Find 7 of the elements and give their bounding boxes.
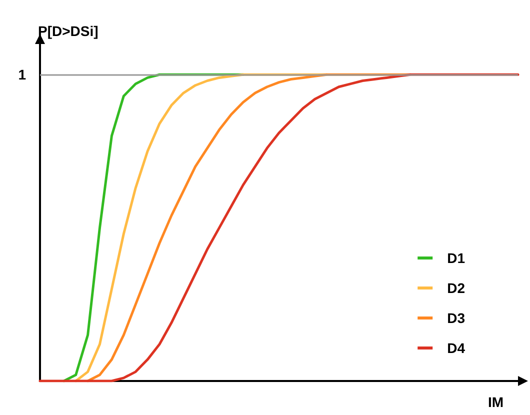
legend-label: D1 <box>447 250 466 266</box>
y-axis-title: P[D>DSi] <box>38 23 98 39</box>
legend-label: D2 <box>447 280 466 296</box>
x-axis-title: IM <box>488 394 504 410</box>
legend-label: D4 <box>447 340 466 356</box>
ref-line-label: 1 <box>18 66 26 83</box>
legend-label: D3 <box>447 310 466 326</box>
